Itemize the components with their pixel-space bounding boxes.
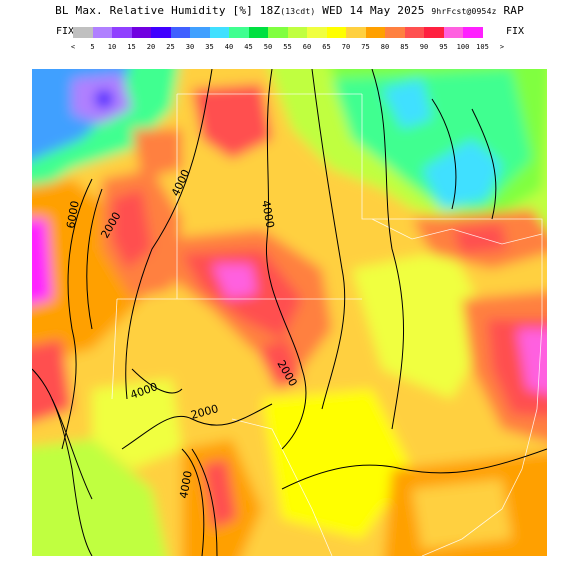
legend-swatch [463, 27, 483, 38]
title-main: BL Max. Relative Humidity [55, 4, 226, 17]
legend-swatch [443, 27, 463, 38]
legend-tick: 35 [205, 43, 214, 51]
title-time: 18Z [259, 4, 281, 17]
legend-tick: 90 [419, 43, 429, 51]
legend-swatch [404, 27, 424, 38]
legend-swatch [268, 27, 288, 38]
legend-tick: 70 [341, 43, 351, 51]
legend-swatch [209, 27, 229, 38]
legend-high-arrow: > [499, 43, 505, 51]
legend-swatch [385, 27, 405, 38]
height-contours [32, 69, 547, 556]
legend-tick: 25 [166, 43, 175, 51]
contour-labels: 4000 6000 2000 4000 2000 4000 2000 4000 [64, 167, 300, 499]
legend-tick: 5 [90, 43, 95, 51]
title-date: WED 14 May 2025 [322, 4, 425, 17]
legend-tick: 30 [185, 43, 195, 51]
title-local: (13cdt) [280, 7, 316, 16]
title-forecast: 9hrFcst@0954z [431, 7, 497, 16]
legend-tick: 10 [107, 43, 117, 51]
legend-swatch [307, 27, 327, 38]
legend-swatch [229, 27, 249, 38]
legend-ticks: <5 10 15 20 25 30 35 40 45 50 55 60 65 70 75 80 85 90 95 10… [60, 43, 520, 53]
legend-swatch [112, 27, 132, 38]
legend-swatch [365, 27, 385, 38]
color-legend [73, 27, 483, 38]
legend-tick: 75 [361, 43, 370, 51]
contour-label: 6000 [64, 200, 82, 230]
legend-tick: 50 [263, 43, 273, 51]
legend-swatch [92, 27, 112, 38]
contour-label: 4000 [177, 470, 195, 500]
legend-swatch [287, 27, 307, 38]
legend-swatch [248, 27, 268, 38]
legend-tick: 105 [476, 43, 489, 51]
legend-tick: 45 [244, 43, 253, 51]
fix-left-label: FIX [56, 26, 75, 37]
legend-tick: 55 [283, 43, 292, 51]
legend-tick: 20 [146, 43, 156, 51]
legend-low-arrow: < [70, 43, 76, 51]
legend-tick: 60 [302, 43, 312, 51]
humidity-field [32, 69, 547, 556]
legend-tick: 85 [400, 43, 409, 51]
contour-label: 4000 [259, 199, 277, 229]
legend-tick: 65 [322, 43, 331, 51]
title-unit: [%] [232, 4, 253, 17]
legend-swatch [424, 27, 444, 38]
legend-swatch [170, 27, 190, 38]
legend-swatch [346, 27, 366, 38]
legend-tick: 40 [224, 43, 234, 51]
legend-tick: 15 [127, 43, 136, 51]
legend-swatch [151, 27, 171, 38]
map-canvas: 4000 6000 2000 4000 2000 4000 2000 4000 [32, 69, 547, 556]
legend-swatch [73, 27, 93, 38]
legend-swatch [326, 27, 346, 38]
legend-tick: 80 [380, 43, 390, 51]
fix-right-label: FIX [506, 26, 525, 37]
legend-swatch [131, 27, 151, 38]
title-model: RAP [503, 4, 524, 17]
legend-tick: 100 [456, 43, 470, 51]
legend-swatch [190, 27, 210, 38]
humidity-map: 4000 6000 2000 4000 2000 4000 2000 4000 [32, 69, 547, 556]
legend-tick: 95 [439, 43, 448, 51]
chart-title: BL Max. Relative Humidity [%] 18Z(13cdt)… [0, 4, 579, 17]
